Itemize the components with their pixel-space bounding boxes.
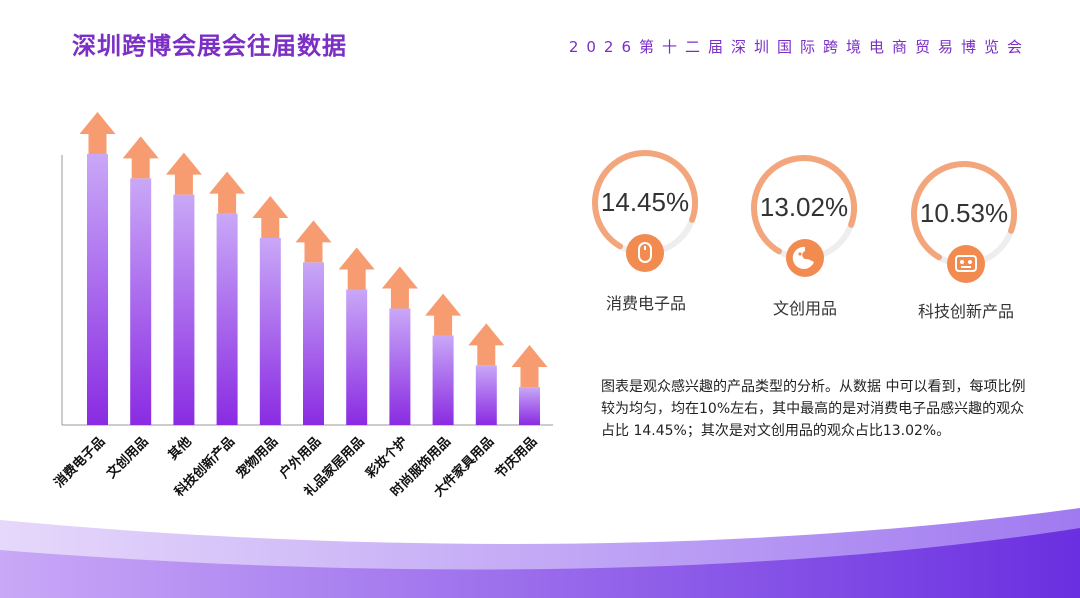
page-title: 深圳跨博会展会往届数据 — [72, 32, 347, 60]
bar-2 — [130, 178, 152, 425]
arrow-2 — [122, 136, 159, 179]
highlight-value: 14.45% — [600, 187, 690, 217]
palette-icon — [786, 239, 824, 277]
x-tick-label: 节庆用品 — [492, 434, 540, 482]
highlight-label: 消费电子品 — [605, 294, 686, 313]
arrow-5 — [252, 196, 289, 239]
bar-5 — [259, 238, 281, 425]
x-tick-label: 文创用品 — [103, 434, 151, 482]
mouse-icon — [626, 234, 664, 272]
footer-wave — [0, 508, 1080, 598]
page-subtitle: 2026第十二届深圳国际跨境电商贸易博览会 — [568, 38, 1030, 56]
arrow-6 — [295, 220, 332, 263]
arrow-10 — [468, 323, 505, 366]
x-tick-label: 宠物用品 — [233, 434, 281, 482]
arrow-4 — [209, 171, 246, 214]
bar-7 — [346, 289, 368, 425]
arrow-7 — [338, 247, 375, 290]
bar-9 — [432, 335, 454, 425]
bar-4 — [216, 213, 238, 425]
highlight-label: 文创用品 — [772, 299, 837, 318]
highlight-label: 科技创新产品 — [917, 302, 1014, 321]
bar-6 — [303, 262, 324, 425]
arrow-1 — [79, 112, 116, 154]
description-text: 图表是观众感兴趣的产品类型的分析。从数据 中可以看到，每项比例较为均匀，均在10… — [601, 379, 1026, 439]
highlight-value: 13.02% — [759, 192, 849, 222]
x-tick-label: 其他 — [165, 434, 195, 464]
bar-11 — [519, 387, 540, 425]
arrow-8 — [381, 266, 418, 309]
highlight-value: 10.53% — [919, 198, 1009, 228]
bar-10 — [475, 365, 497, 425]
arrow-3 — [165, 152, 202, 195]
arrow-9 — [425, 293, 462, 336]
bar-3 — [173, 194, 195, 425]
robot-icon — [947, 245, 985, 283]
arrow-11 — [511, 345, 548, 388]
x-tick-label: 消费电子品 — [51, 434, 108, 491]
bar-1 — [87, 154, 108, 425]
bar-8 — [389, 308, 411, 425]
